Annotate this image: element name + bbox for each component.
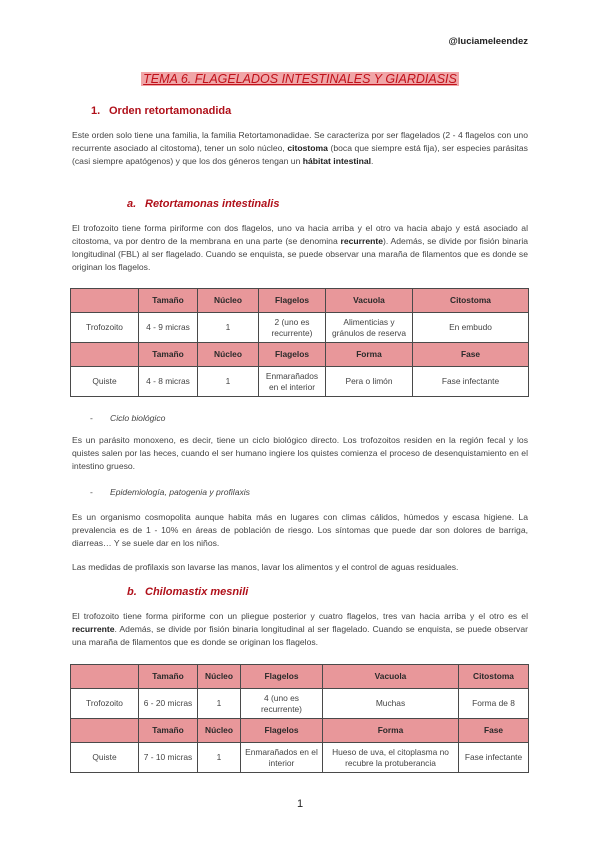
table-header-row: Tamaño Núcleo Flagelos Forma Fase bbox=[70, 342, 529, 367]
text-run: . bbox=[371, 156, 374, 166]
text-run: Es un organismo cosmopolita aunque habit… bbox=[72, 512, 528, 548]
section-number: 1. bbox=[91, 105, 101, 117]
column-header: Tamaño bbox=[138, 718, 198, 743]
text-run: El trofozoito tiene forma piriforme con … bbox=[72, 223, 528, 246]
section-title: Orden retortamonadida bbox=[109, 105, 232, 117]
row-label: Quiste bbox=[70, 742, 139, 773]
column-header: Forma bbox=[325, 342, 413, 367]
column-header: Fase bbox=[412, 342, 529, 367]
table-cell: Enmarañados en el interior bbox=[240, 742, 323, 773]
paragraph-epidemiologia: Es un organismo cosmopolita aunque habit… bbox=[72, 511, 528, 550]
column-header: Flagelos bbox=[240, 718, 323, 743]
text-run: Las medidas de profilaxis son lavarse la… bbox=[72, 562, 459, 572]
text-run: ). Además, se divide por fisión binaria … bbox=[72, 236, 529, 272]
subsection-heading-a: a. Retortamonas intestinalis bbox=[127, 198, 279, 210]
document-title: TEMA 6. FLAGELADOS INTESTINALES Y GIARDI… bbox=[0, 72, 600, 86]
table-cell: Muchas bbox=[322, 688, 459, 719]
bold-term: citostoma bbox=[287, 143, 328, 153]
column-header bbox=[70, 288, 139, 313]
bullet-label: Ciclo biológico bbox=[110, 413, 166, 423]
column-header: Flagelos bbox=[240, 664, 323, 689]
row-label: Trofozoito bbox=[70, 312, 139, 343]
subsection-number: a. bbox=[127, 198, 137, 210]
table-cell: 1 bbox=[197, 742, 241, 773]
table-row: Quiste 4 - 8 micras 1 Enmarañados en el int… bbox=[70, 366, 529, 397]
paragraph-chilomastix: El trofozoito tiene forma piriforme con … bbox=[72, 610, 528, 649]
bold-term: recurrente bbox=[72, 624, 115, 634]
bullet-label: Epidemiología, patogenia y profilaxis bbox=[110, 487, 250, 497]
column-header: Citostoma bbox=[412, 288, 529, 313]
section-heading: 1. Orden retortamonadida bbox=[91, 105, 231, 117]
column-header: Núcleo bbox=[197, 664, 241, 689]
text-run: Es un parásito monoxeno, es decir, tiene… bbox=[72, 435, 528, 471]
column-header: Núcleo bbox=[197, 288, 259, 313]
table-cell: Fase infectante bbox=[458, 742, 529, 773]
text-run: Este orden solo tiene una familia, la fa… bbox=[72, 130, 528, 153]
table-header-row: Tamaño Núcleo Flagelos Vacuola Citostoma bbox=[70, 288, 529, 313]
table-cell: 2 (uno es recurrente) bbox=[258, 312, 326, 343]
bold-term: hábitat intestinal bbox=[302, 156, 372, 166]
table-cell: En embudo bbox=[412, 312, 529, 343]
table-cell: 4 (uno es recurrente) bbox=[240, 688, 323, 719]
column-header: Flagelos bbox=[258, 342, 326, 367]
text-run: (boca que siempre está fija), ser especi… bbox=[72, 143, 528, 166]
column-header: Tamaño bbox=[138, 288, 198, 313]
table-retortamonas: Tamaño Núcleo Flagelos Vacuola Citostoma Trof… bbox=[70, 288, 529, 397]
column-header bbox=[70, 664, 139, 689]
table-cell: Alimenticias y gránulos de reserva bbox=[325, 312, 413, 343]
author-handle: @luciameleendez bbox=[448, 36, 529, 47]
table-chilomastix: Tamaño Núcleo Flagelos Vacuola Citostoma Trof… bbox=[70, 664, 529, 773]
paragraph-ciclo: Es un parásito monoxeno, es decir, tiene… bbox=[72, 434, 528, 473]
row-label: Trofozoito bbox=[70, 688, 139, 719]
text-run: El trofozoito tiene forma piriforme con … bbox=[72, 611, 528, 621]
column-header: Tamaño bbox=[138, 664, 198, 689]
column-header bbox=[70, 718, 139, 743]
table-row: Trofozoito 4 - 9 micras 1 2 (uno es recurre… bbox=[70, 312, 529, 343]
column-header: Tamaño bbox=[138, 342, 198, 367]
table-header-row: Tamaño Núcleo Flagelos Vacuola Citostoma bbox=[70, 664, 529, 689]
table-cell: Hueso de uva, el citoplasma no recubre l… bbox=[322, 742, 459, 773]
paragraph-retortamonas: El trofozoito tiene forma piriforme con … bbox=[72, 222, 528, 274]
column-header: Fase bbox=[458, 718, 529, 743]
table-cell: 1 bbox=[197, 366, 259, 397]
table-cell: Forma de 8 bbox=[458, 688, 529, 719]
page-number: 1 bbox=[296, 798, 304, 810]
column-header: Vacuola bbox=[325, 288, 413, 313]
column-header bbox=[70, 342, 139, 367]
table-header-row: Tamaño Núcleo Flagelos Forma Fase bbox=[70, 718, 529, 743]
column-header: Flagelos bbox=[258, 288, 326, 313]
column-header: Citostoma bbox=[458, 664, 529, 689]
text-run: . Además, se divide por fisión binaria l… bbox=[72, 624, 528, 647]
paragraph-intro: Este orden solo tiene una familia, la fa… bbox=[72, 129, 528, 168]
table-cell: 4 - 8 micras bbox=[138, 366, 198, 397]
table-cell: Pera o limón bbox=[325, 366, 413, 397]
table-cell: Fase infectante bbox=[412, 366, 529, 397]
title-text: TEMA 6. FLAGELADOS INTESTINALES Y GIARDI… bbox=[141, 72, 459, 86]
table-cell: 4 - 9 micras bbox=[138, 312, 198, 343]
paragraph-profilaxis: Las medidas de profilaxis son lavarse la… bbox=[72, 561, 528, 574]
bullet-epidemiologia: - Epidemiología, patogenia y profilaxis bbox=[90, 487, 250, 497]
table-cell: Enmarañados en el interior bbox=[258, 366, 326, 397]
table-cell: 1 bbox=[197, 688, 241, 719]
table-row: Quiste 7 - 10 micras 1 Enmarañados en el in… bbox=[70, 742, 529, 773]
column-header: Núcleo bbox=[197, 718, 241, 743]
subsection-heading-b: b. Chilomastix mesnili bbox=[127, 586, 248, 598]
subsection-title: Retortamonas intestinalis bbox=[145, 198, 280, 210]
table-cell: 7 - 10 micras bbox=[138, 742, 198, 773]
column-header: Núcleo bbox=[197, 342, 259, 367]
column-header: Forma bbox=[322, 718, 459, 743]
column-header: Vacuola bbox=[322, 664, 459, 689]
subsection-title: Chilomastix mesnili bbox=[145, 586, 249, 598]
bold-term: recurrente bbox=[340, 236, 384, 246]
bullet-dash: - bbox=[90, 487, 93, 497]
table-cell: 6 - 20 micras bbox=[138, 688, 198, 719]
table-cell: 1 bbox=[197, 312, 259, 343]
subsection-number: b. bbox=[127, 586, 137, 598]
bullet-dash: - bbox=[90, 413, 93, 423]
bullet-ciclo: - Ciclo biológico bbox=[90, 413, 165, 423]
row-label: Quiste bbox=[70, 366, 139, 397]
table-row: Trofozoito 6 - 20 micras 1 4 (uno es recurr… bbox=[70, 688, 529, 719]
